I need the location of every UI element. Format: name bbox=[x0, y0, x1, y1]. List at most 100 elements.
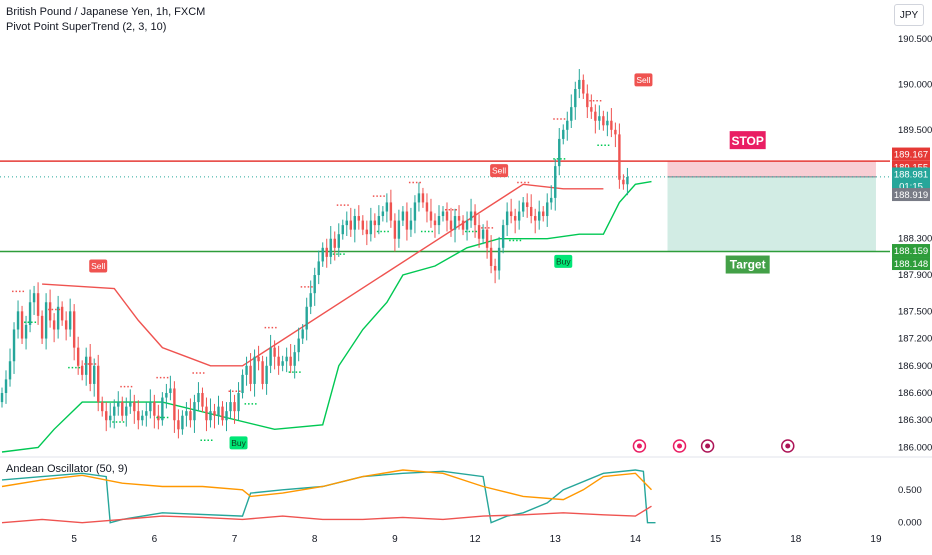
candle-body bbox=[574, 88, 577, 108]
currency-selector[interactable]: JPY bbox=[894, 4, 924, 26]
candle bbox=[345, 211, 348, 237]
price-tick-label: 190.500 bbox=[898, 34, 932, 45]
candle bbox=[550, 185, 553, 210]
candle bbox=[285, 347, 288, 373]
candle-body bbox=[469, 211, 473, 221]
oscillator-tick-label: 0.500 bbox=[898, 485, 922, 496]
candle bbox=[177, 409, 180, 439]
price-tick-label: 187.900 bbox=[898, 270, 932, 281]
time-tick-label: 14 bbox=[630, 534, 642, 545]
price-tag-label: 188.919 bbox=[894, 190, 928, 201]
candle-body bbox=[325, 247, 328, 257]
candle-body bbox=[261, 361, 264, 384]
candle bbox=[465, 211, 469, 241]
candle-body bbox=[538, 211, 541, 221]
candle-body bbox=[76, 347, 80, 366]
candles bbox=[0, 69, 629, 439]
candle-body bbox=[84, 356, 88, 375]
candle bbox=[590, 94, 593, 119]
candle-body bbox=[578, 79, 581, 89]
candle bbox=[317, 250, 320, 285]
candle-body bbox=[28, 302, 32, 325]
candle-body bbox=[20, 311, 24, 339]
time-tick-label: 18 bbox=[790, 534, 802, 545]
candle bbox=[101, 396, 104, 417]
candle bbox=[257, 345, 260, 371]
price-tick-label: 187.200 bbox=[898, 334, 932, 345]
candle bbox=[558, 128, 561, 176]
candle bbox=[201, 387, 204, 413]
candle-body bbox=[401, 211, 405, 221]
candle-body bbox=[253, 356, 256, 384]
candle-body bbox=[185, 411, 188, 416]
time-tick-label: 19 bbox=[870, 534, 882, 545]
candle bbox=[501, 219, 505, 254]
candle-body bbox=[622, 179, 625, 185]
candle bbox=[145, 402, 148, 427]
candle bbox=[493, 258, 497, 284]
time-tick-label: 9 bbox=[392, 534, 398, 545]
candle-body bbox=[68, 311, 72, 330]
candle bbox=[313, 267, 316, 306]
candle bbox=[397, 209, 401, 248]
candle-body bbox=[265, 365, 268, 384]
candle-body bbox=[209, 411, 212, 421]
sell-signal: Sell bbox=[634, 73, 653, 87]
candle-body bbox=[542, 211, 545, 217]
candle-body bbox=[137, 411, 140, 421]
time-tick-label: 12 bbox=[470, 534, 482, 545]
price-tick-label: 188.300 bbox=[898, 234, 932, 245]
candle-body bbox=[113, 406, 116, 416]
event-icon-dot bbox=[677, 443, 683, 449]
candle bbox=[76, 336, 80, 375]
candle-body bbox=[48, 302, 52, 321]
candle bbox=[534, 208, 537, 234]
candle-body bbox=[101, 402, 104, 412]
oscillator-bull-line bbox=[1, 469, 656, 524]
candle bbox=[113, 399, 116, 429]
stop-annotation-label: STOP bbox=[731, 134, 763, 148]
event-icon-dot bbox=[705, 443, 711, 449]
oscillator-signal-line bbox=[1, 505, 652, 524]
candle bbox=[109, 402, 112, 428]
candle-body bbox=[125, 406, 128, 416]
candle-body bbox=[281, 361, 284, 366]
candle-body bbox=[453, 216, 457, 230]
candle-body bbox=[566, 120, 569, 130]
sell-signal-box bbox=[89, 259, 108, 273]
candle bbox=[185, 402, 188, 427]
candle-body bbox=[269, 347, 272, 366]
candle bbox=[417, 182, 421, 212]
candle-body bbox=[60, 306, 64, 321]
candle bbox=[297, 327, 300, 362]
candle bbox=[393, 213, 397, 252]
candle bbox=[133, 394, 136, 424]
candle bbox=[614, 122, 617, 148]
candle bbox=[409, 207, 413, 237]
candle bbox=[353, 208, 356, 243]
candle bbox=[161, 392, 164, 426]
stop-annotation: STOP bbox=[729, 131, 766, 150]
candle bbox=[606, 111, 609, 137]
candle bbox=[273, 340, 276, 370]
candle-body bbox=[529, 206, 533, 217]
candle-body bbox=[349, 220, 352, 230]
candle-body bbox=[425, 202, 429, 212]
buy-signal-label: Buy bbox=[556, 256, 571, 266]
chart-title: British Pound / Japanese Yen, 1h, FXCM bbox=[6, 6, 206, 18]
candle bbox=[189, 398, 192, 428]
sell-signal: Sell bbox=[89, 259, 108, 273]
event-icon-dot bbox=[636, 443, 642, 449]
candle bbox=[289, 344, 292, 374]
candle bbox=[505, 202, 509, 237]
candle-body bbox=[409, 220, 413, 230]
candle-body bbox=[40, 315, 44, 339]
candle-body bbox=[321, 247, 324, 262]
pivot-markers bbox=[12, 100, 612, 441]
candle-body bbox=[149, 402, 152, 412]
candle bbox=[105, 402, 108, 432]
candle bbox=[129, 389, 132, 414]
candle bbox=[56, 295, 60, 339]
